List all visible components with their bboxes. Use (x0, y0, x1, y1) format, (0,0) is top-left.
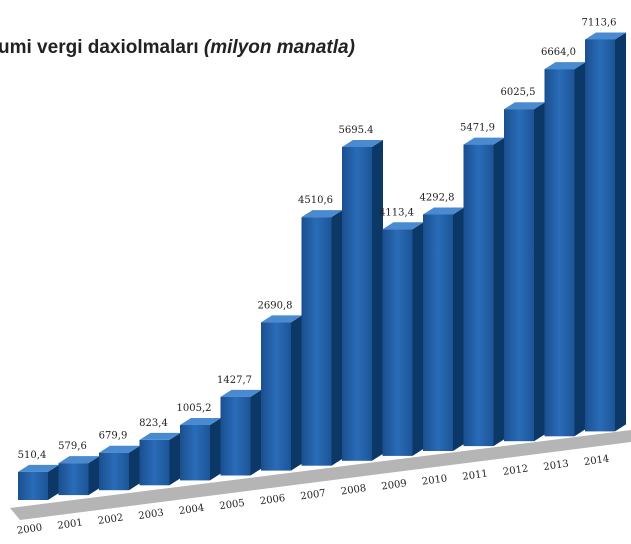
bar-side (129, 445, 140, 491)
bar (180, 425, 210, 481)
bar (220, 396, 251, 476)
value-label: 6664,0 (541, 47, 576, 58)
x-tick-label: 2006 (259, 493, 286, 507)
value-label: 679,9 (99, 431, 128, 442)
value-label: 510,4 (18, 450, 47, 461)
bar (585, 39, 615, 432)
bar (382, 229, 413, 456)
x-tick-label: 2000 (16, 522, 43, 536)
bar-side (331, 210, 343, 466)
bar-top (139, 432, 181, 440)
bar-top (58, 456, 100, 464)
bar-top (301, 210, 343, 218)
bar-top (180, 418, 221, 426)
bar-side (210, 418, 221, 481)
value-label: 4510,6 (298, 195, 333, 206)
x-tick-label: 2007 (300, 488, 327, 502)
bar (261, 322, 291, 471)
bar (504, 109, 534, 442)
x-tick-label: 2011 (462, 468, 489, 482)
bar-top (18, 464, 59, 472)
bar-top (99, 445, 140, 453)
title-unit: (milyon manatla) (204, 37, 355, 58)
x-tick-label: 2014 (583, 454, 610, 468)
value-label: 4113,4 (379, 207, 414, 218)
value-label: 4292,8 (420, 192, 455, 203)
x-tick-label: 2005 (219, 498, 246, 512)
x-tick-label: 2004 (178, 503, 205, 517)
bar-top (261, 315, 302, 323)
value-label: 1005,2 (177, 403, 212, 414)
x-tick-label: 2003 (138, 508, 165, 522)
bar-side (453, 207, 464, 451)
bar (342, 146, 372, 461)
x-tick-label: 2013 (543, 459, 570, 473)
bar (463, 144, 494, 447)
bar (544, 69, 575, 437)
value-label: 579,6 (58, 441, 87, 452)
floor (10, 430, 631, 520)
x-tick-label: 2008 (340, 483, 367, 497)
bar (58, 463, 89, 496)
bar-top (220, 389, 262, 397)
value-label: 6025,5 (501, 87, 536, 98)
bar-top (423, 207, 464, 215)
bar-top (342, 139, 383, 147)
bar (423, 214, 453, 451)
value-label: 7113,6 (582, 17, 617, 28)
bar (301, 217, 332, 466)
bar-top (585, 32, 626, 40)
bar-side (250, 389, 262, 476)
x-tick-label: 2012 (502, 464, 529, 478)
chart-title: umi vergi daxiolmaları (milyon manatla) (0, 37, 355, 58)
title-text: umi vergi daxiolmaları (0, 37, 199, 58)
bar-side (88, 456, 100, 496)
bar-side (574, 62, 586, 437)
bar-top (544, 62, 586, 70)
x-tick-label: 2009 (381, 478, 408, 492)
x-tick-label: 2010 (421, 473, 448, 487)
bar (139, 439, 170, 486)
bar-top (463, 137, 505, 145)
bar-side (48, 464, 59, 500)
value-label: 2690,8 (258, 300, 293, 311)
bar-side (412, 222, 424, 456)
value-label: 5695.4 (339, 125, 374, 136)
bar-top (382, 222, 424, 230)
bar-side (291, 315, 302, 471)
bar-side (372, 139, 383, 461)
bar (99, 452, 129, 491)
bar-side (169, 432, 181, 486)
value-label: 5471,9 (460, 123, 495, 134)
x-tick-label: 2002 (97, 513, 124, 527)
bar (18, 471, 48, 500)
x-tick-label: 2001 (57, 517, 84, 531)
bar-top (504, 102, 545, 110)
bar-side (493, 137, 505, 447)
value-label: 823,4 (139, 418, 168, 429)
value-label: 1427,7 (217, 375, 252, 386)
bar-side (534, 102, 545, 442)
bar-side (615, 32, 626, 432)
